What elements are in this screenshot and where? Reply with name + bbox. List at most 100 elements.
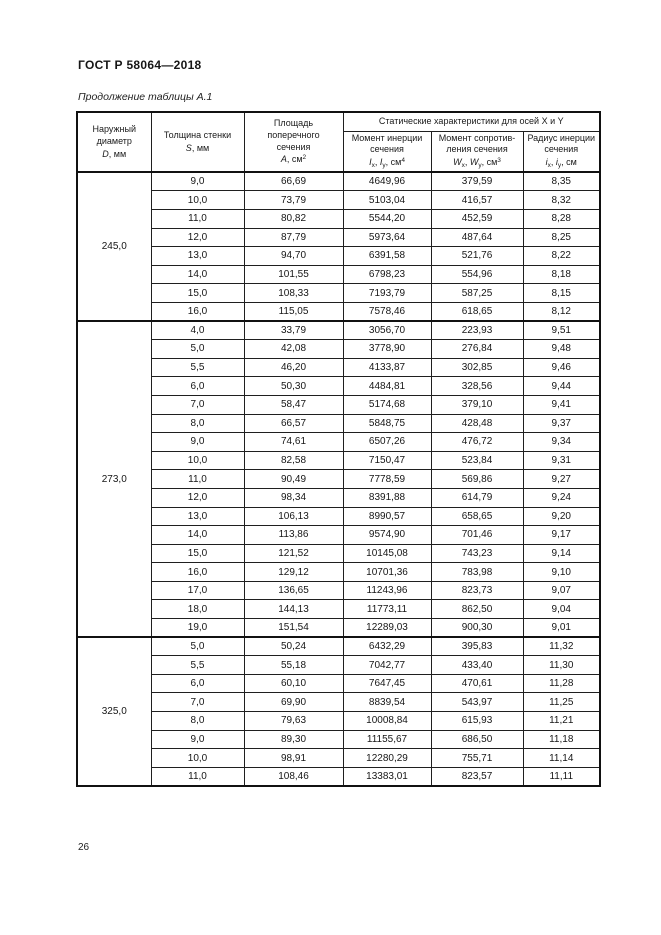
thickness-cell: 17,0 (150, 580, 245, 601)
header-line: Момент инерции (351, 132, 423, 143)
radius-cell: 11,14 (522, 748, 601, 768)
radius-cell: 9,24 (522, 487, 601, 508)
modulus-cell: 823,57 (430, 766, 524, 787)
inertia-cell: 11243,96 (342, 580, 432, 601)
radius-cell: 9,14 (522, 543, 601, 564)
table-row: 8,0 79,63 10008,84 615,93 11,21 (77, 711, 601, 731)
area-cell: 42,08 (243, 339, 344, 359)
radius-cell: 9,10 (522, 562, 601, 582)
inertia-cell: 4484,81 (342, 376, 432, 396)
thickness-cell: 6,0 (150, 673, 245, 694)
inertia-cell: 9574,90 (342, 525, 432, 545)
table-row: 19,0 151,54 12289,03 900,30 9,01 (77, 618, 601, 638)
inertia-symbol: Ix, Iy, см4 (369, 156, 405, 169)
modulus-cell: 743,23 (430, 543, 524, 564)
radius-cell: 9,51 (522, 320, 601, 341)
inertia-cell: 6432,29 (342, 636, 432, 657)
radius-cell: 9,17 (522, 525, 601, 545)
thickness-cell: 14,0 (150, 264, 245, 285)
thickness-cell: 5,0 (150, 636, 245, 657)
radius-symbol: ix, iy, см (545, 156, 577, 169)
radius-cell: 8,22 (522, 246, 601, 266)
area-cell: 66,69 (243, 171, 344, 192)
table-row: 14,0 101,55 6798,23 554,96 8,18 (77, 264, 601, 285)
inertia-cell: 6798,23 (342, 264, 432, 285)
modulus-cell: 783,98 (430, 562, 524, 582)
area-symbol: А, см2 (280, 154, 307, 165)
thickness-cell: 6,0 (150, 376, 245, 396)
thickness-cell: 16,0 (150, 562, 245, 582)
thickness-cell: 18,0 (150, 599, 245, 620)
thickness-cell: 13,0 (150, 246, 245, 266)
thickness-cell: 10,0 (150, 748, 245, 768)
area-cell: 60,10 (243, 673, 344, 694)
thickness-cell: 11,0 (150, 209, 245, 229)
thickness-cell: 16,0 (150, 301, 245, 322)
table-row: 10,0 73,79 5103,04 416,57 8,32 (77, 190, 601, 210)
modulus-cell: 276,84 (430, 339, 524, 359)
thickness-cell: 11,0 (150, 766, 245, 787)
radius-cell: 11,25 (522, 692, 601, 713)
thickness-cell: 14,0 (150, 525, 245, 545)
modulus-cell: 379,59 (430, 171, 524, 192)
inertia-cell: 3778,90 (342, 339, 432, 359)
modulus-cell: 428,48 (430, 413, 524, 434)
modulus-cell: 521,76 (430, 246, 524, 266)
table-row: 9,0 89,30 11155,67 686,50 11,18 (77, 729, 601, 750)
header-line: сечения (544, 144, 579, 155)
header-line: диаметр (96, 135, 132, 146)
modulus-cell: 823,73 (430, 580, 524, 601)
area-cell: 50,24 (243, 636, 344, 657)
inertia-cell: 5103,04 (342, 190, 432, 210)
area-cell: 33,79 (243, 320, 344, 341)
area-cell: 129,12 (243, 562, 344, 582)
modulus-cell: 452,59 (430, 209, 524, 229)
header-line: поперечного (267, 129, 320, 140)
thickness-symbol: S, мм (185, 142, 210, 153)
modulus-cell: 476,72 (430, 432, 524, 452)
diameter-cell: 273,0 (76, 320, 152, 638)
table-row: 16,0 115,05 7578,46 618,65 8,12 (77, 301, 601, 322)
inertia-cell: 7778,59 (342, 469, 432, 489)
modulus-cell: 379,10 (430, 394, 524, 415)
radius-cell: 8,18 (522, 264, 601, 285)
inertia-cell: 8391,88 (342, 487, 432, 508)
area-cell: 73,79 (243, 190, 344, 210)
area-cell: 74,61 (243, 432, 344, 452)
thickness-cell: 7,0 (150, 394, 245, 415)
header-wall-thickness: Толщина стенки S, мм (150, 111, 245, 174)
modulus-cell: 302,85 (430, 357, 524, 378)
inertia-cell: 7150,47 (342, 450, 432, 471)
thickness-cell: 5,0 (150, 339, 245, 359)
inertia-cell: 7193,79 (342, 283, 432, 303)
modulus-cell: 433,40 (430, 655, 524, 675)
radius-cell: 9,07 (522, 580, 601, 601)
diameter-cell: 245,0 (76, 171, 152, 322)
header-line: сечения (370, 144, 404, 155)
inertia-cell: 5174,68 (342, 394, 432, 415)
table-row: 15,0 121,52 10145,08 743,23 9,14 (77, 543, 601, 564)
modulus-cell: 523,84 (430, 450, 524, 471)
table-row: 11,0 108,46 13383,01 823,57 11,11 (77, 766, 601, 787)
inertia-cell: 12280,29 (342, 748, 432, 768)
area-cell: 106,13 (243, 506, 344, 527)
inertia-cell: 11773,11 (342, 599, 432, 620)
radius-cell: 8,28 (522, 209, 601, 229)
modulus-cell: 487,64 (430, 227, 524, 248)
thickness-cell: 9,0 (150, 171, 245, 192)
modulus-cell: 614,79 (430, 487, 524, 508)
inertia-cell: 4649,96 (342, 171, 432, 192)
area-cell: 94,70 (243, 246, 344, 266)
table-row: 9,0 74,61 6507,26 476,72 9,34 (77, 432, 601, 452)
radius-cell: 8,25 (522, 227, 601, 248)
radius-cell: 11,21 (522, 711, 601, 731)
table-row: 18,0 144,13 11773,11 862,50 9,04 (77, 599, 601, 620)
table-row: 13,0 94,70 6391,58 521,76 8,22 (77, 246, 601, 266)
header-line: Площадь (273, 118, 314, 129)
modulus-cell: 395,83 (430, 636, 524, 657)
modulus-cell: 569,86 (430, 469, 524, 489)
modulus-cell: 554,96 (430, 264, 524, 285)
inertia-cell: 5848,75 (342, 413, 432, 434)
table-body: 245,0 9,0 66,69 4649,96 379,59 8,35 10,0 73,79 5… (76, 171, 601, 787)
table-row: 273,0 4,0 33,79 3056,70 223,93 9,51 (76, 320, 601, 638)
